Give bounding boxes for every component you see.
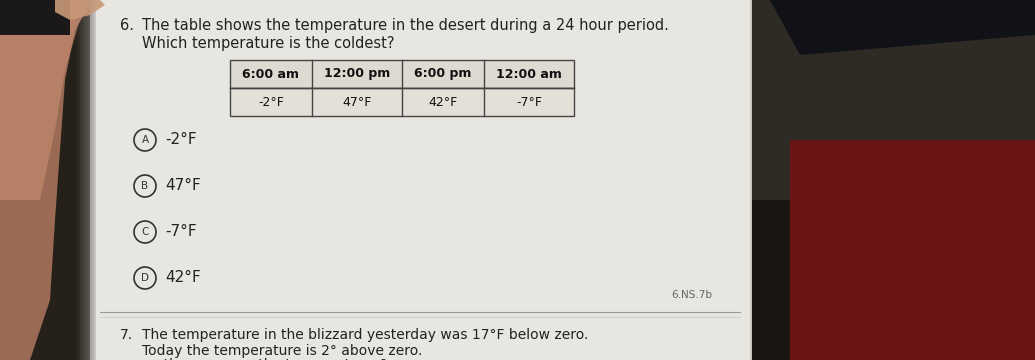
Text: The table shows the temperature in the desert during a 24 hour period.: The table shows the temperature in the d… [142, 18, 669, 33]
FancyBboxPatch shape [0, 0, 95, 360]
Polygon shape [55, 0, 105, 20]
Text: -2°F: -2°F [165, 132, 197, 148]
FancyBboxPatch shape [88, 0, 94, 360]
Text: A: A [142, 135, 149, 145]
Text: The temperature in the blizzard yesterday was 17°F below zero.: The temperature in the blizzard yesterda… [142, 328, 588, 342]
Text: C: C [142, 227, 149, 237]
Text: 6.NS.7b: 6.NS.7b [671, 290, 712, 300]
Text: Which temperature is the coldest?: Which temperature is the coldest? [142, 36, 394, 51]
FancyBboxPatch shape [90, 0, 96, 360]
Text: 7.: 7. [120, 328, 134, 342]
Polygon shape [770, 0, 1035, 55]
Text: 42°F: 42°F [428, 95, 457, 108]
FancyBboxPatch shape [82, 0, 88, 360]
FancyBboxPatch shape [230, 60, 574, 88]
FancyBboxPatch shape [0, 0, 70, 35]
FancyBboxPatch shape [740, 0, 1035, 200]
Polygon shape [0, 0, 95, 200]
Text: 47°F: 47°F [165, 179, 201, 194]
FancyBboxPatch shape [80, 0, 86, 360]
Text: Today the temperature is 2° above zero.: Today the temperature is 2° above zero. [142, 344, 422, 358]
Polygon shape [0, 0, 95, 360]
FancyBboxPatch shape [730, 0, 752, 360]
Text: B: B [142, 181, 149, 191]
Text: -2°F: -2°F [258, 95, 284, 108]
FancyBboxPatch shape [78, 0, 84, 360]
FancyBboxPatch shape [86, 0, 92, 360]
FancyBboxPatch shape [90, 0, 750, 360]
Text: 12:00 am: 12:00 am [496, 68, 562, 81]
FancyBboxPatch shape [790, 140, 1035, 360]
Text: 12:00 pm: 12:00 pm [324, 68, 390, 81]
Text: -7°F: -7°F [165, 225, 197, 239]
Text: -7°F: -7°F [516, 95, 542, 108]
Text: 6.: 6. [120, 18, 134, 33]
Text: 6:00 pm: 6:00 pm [414, 68, 472, 81]
FancyBboxPatch shape [230, 88, 574, 116]
Text: 6:00 am: 6:00 am [242, 68, 299, 81]
Text: 42°F: 42°F [165, 270, 201, 285]
Text: rectly compares the temperatures?: rectly compares the temperatures? [142, 358, 387, 360]
FancyBboxPatch shape [84, 0, 90, 360]
Text: 47°F: 47°F [343, 95, 372, 108]
Text: D: D [141, 273, 149, 283]
